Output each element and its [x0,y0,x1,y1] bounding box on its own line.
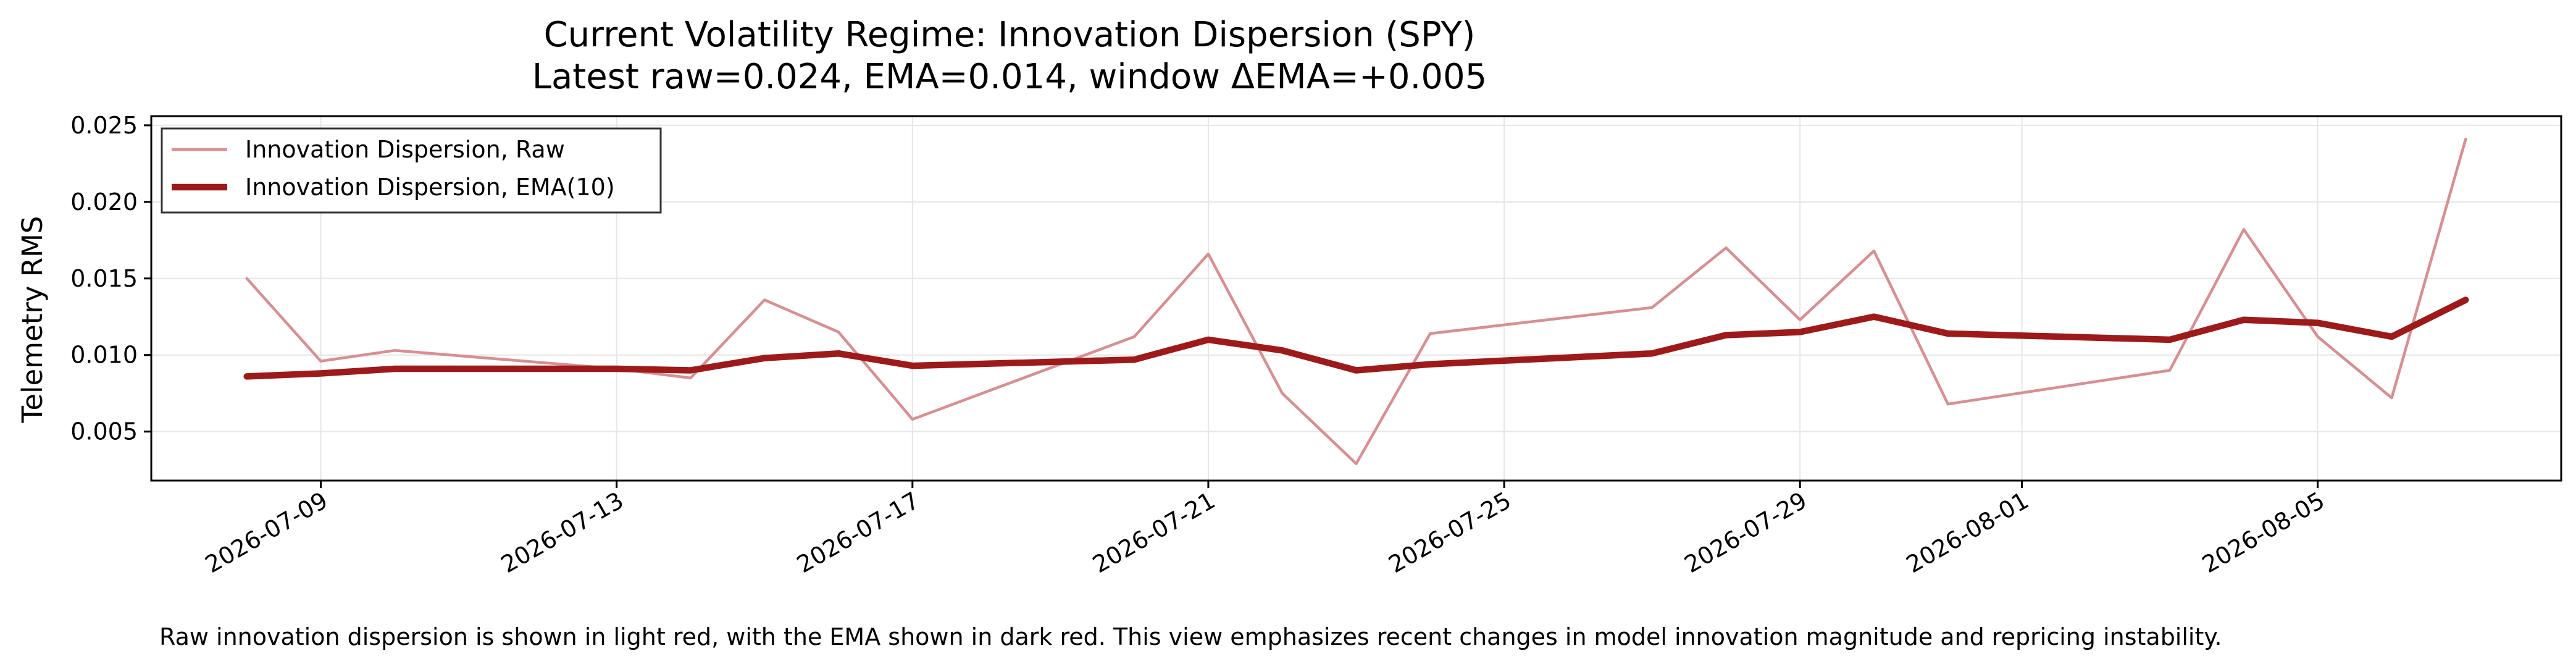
x-tick-label-6: 2026-08-01 [1902,487,2033,579]
x-tick-label-7: 2026-08-05 [2198,487,2329,579]
x-tick-label-5: 2026-07-29 [1679,487,1811,579]
x-tick-label-1: 2026-07-13 [496,487,628,579]
legend: Innovation Dispersion, Raw Innovation Di… [161,127,662,214]
y-tick-label-1: 0.010 [70,342,138,369]
y-tick-label-3: 0.020 [70,188,138,216]
y-tick-label-4: 0.025 [70,112,138,139]
chart-title: Current Volatility Regime: Innovation Di… [544,15,1476,55]
legend-label-ema: Innovation Dispersion, EMA(10) [245,174,615,201]
legend-frame [161,127,662,214]
chart-caption: Raw innovation dispersion is shown in li… [159,623,2222,650]
y-tick-label-0: 0.005 [70,418,138,445]
x-tick-label-0: 2026-07-09 [201,487,332,579]
y-tick-label-2: 0.015 [70,265,138,292]
legend-label-raw: Innovation Dispersion, Raw [245,136,565,163]
series-line-raw [245,137,2467,465]
series-line-ema [243,297,2469,380]
x-tick-label-4: 2026-07-25 [1384,487,1515,579]
chart-subtitle: Latest raw=0.024, EMA=0.014, window ΔEMA… [532,57,1487,97]
plot-frame [150,115,2562,482]
x-tick-label-2: 2026-07-17 [792,487,924,579]
plot-series [243,137,2469,465]
y-axis-label: Telemetry RMS [16,216,49,424]
x-tick-label-3: 2026-07-21 [1088,487,1219,579]
